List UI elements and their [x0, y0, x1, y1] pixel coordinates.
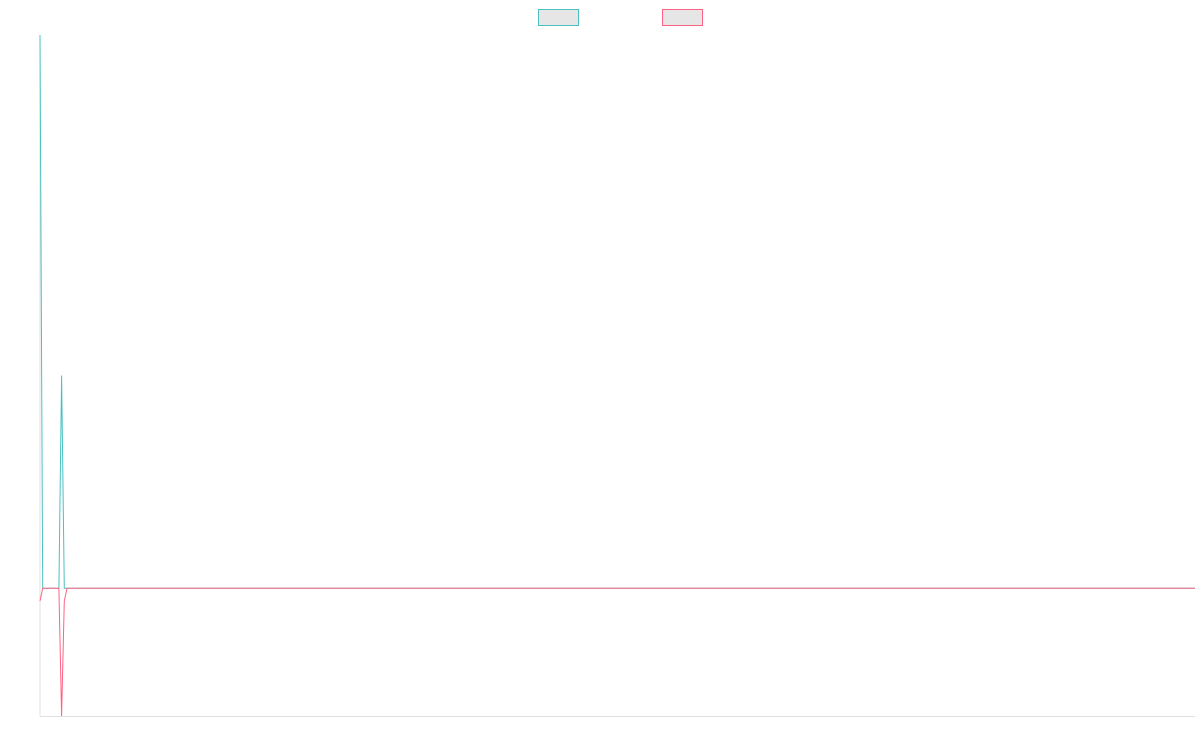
legend-swatch[interactable]: [662, 9, 703, 26]
legend-swatch[interactable]: [538, 9, 579, 26]
data-line: [39, 587, 1195, 717]
data-line: [39, 34, 1195, 589]
